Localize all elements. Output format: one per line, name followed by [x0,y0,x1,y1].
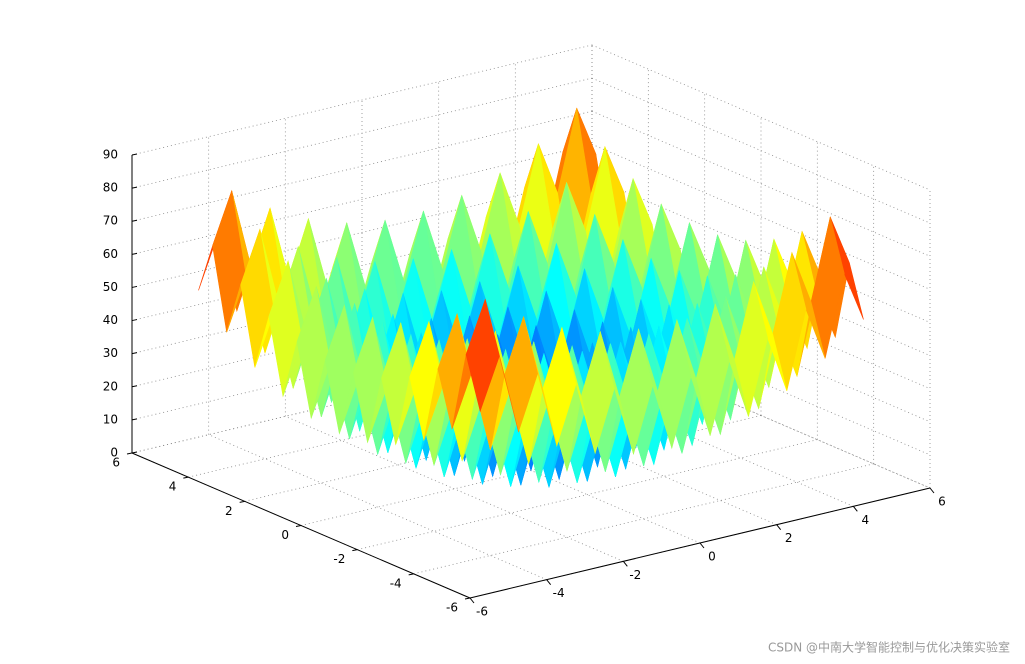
grid-line [131,143,593,255]
tick-mark [295,525,302,527]
y-tick-label: 6 [112,456,120,470]
x-tick-label: 6 [938,495,946,509]
tick-mark [183,476,189,479]
y-tick-label: -2 [333,552,345,566]
x-tick-label: 2 [785,531,793,545]
tick-mark [126,452,133,455]
tick-mark [131,385,138,388]
tick-mark [852,506,858,512]
tick-mark [352,549,358,552]
z-tick-label: 80 [103,181,118,195]
tick-mark [131,352,138,355]
z-tick-label: 40 [103,313,118,327]
tick-mark [131,285,138,288]
watermark: CSDN @中南大学智能控制与优化决策实验室 [768,640,1010,655]
tick-mark [131,451,138,454]
tick-mark [239,500,245,503]
y-tick-label: -4 [390,576,402,590]
x-tick-label: -6 [476,605,488,619]
tick-mark [131,186,138,189]
tick-mark [776,524,782,530]
tick-mark [131,319,138,322]
z-tick-label: 50 [103,280,118,294]
tick-mark [131,418,138,421]
grid-line [131,210,593,321]
tick-mark [546,579,552,585]
z-tick-label: 30 [103,346,118,360]
tick-mark [469,597,475,604]
x-tick-label: 0 [708,550,716,564]
grid-line [131,110,593,222]
tick-mark [131,219,138,222]
tick-mark [464,597,471,600]
z-tick-label: 0 [110,446,118,460]
tick-mark [408,573,414,576]
grid-line [413,463,874,575]
x-tick-label: -4 [553,586,565,600]
tick-mark [699,542,705,549]
grid-line [131,77,593,189]
y-tick-label: 4 [169,480,177,494]
z-tick-label: 70 [103,214,118,228]
y-tick-label: 2 [225,504,233,518]
z-tick-label: 10 [103,412,118,426]
surface-patch [465,298,500,413]
tick-mark [131,153,138,156]
x-tick-label: -2 [629,568,641,582]
surface-patch [212,190,247,333]
grid-line [357,439,818,551]
tick-mark [929,487,935,494]
y-tick-label: -6 [446,601,458,615]
y-tick-label: 0 [281,528,289,542]
tick-mark [131,252,138,255]
z-tick-label: 90 [103,148,118,162]
z-tick-label: 60 [103,247,118,261]
tick-mark [622,561,628,567]
z-tick-label: 20 [103,379,118,393]
x-tick-label: 4 [862,513,870,527]
grid-line [131,44,593,156]
grid-line [131,177,593,288]
